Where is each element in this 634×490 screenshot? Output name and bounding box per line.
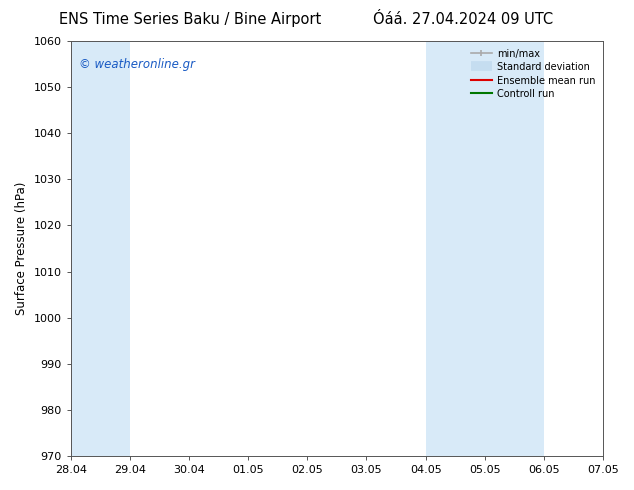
Legend: min/max, Standard deviation, Ensemble mean run, Controll run: min/max, Standard deviation, Ensemble me… <box>468 46 598 102</box>
Bar <box>485 41 544 456</box>
Bar <box>425 41 485 456</box>
Text: © weatheronline.gr: © weatheronline.gr <box>79 58 195 71</box>
Bar <box>71 41 130 456</box>
Text: Óáá. 27.04.2024 09 UTC: Óáá. 27.04.2024 09 UTC <box>373 12 553 27</box>
Y-axis label: Surface Pressure (hPa): Surface Pressure (hPa) <box>15 182 28 315</box>
Text: ENS Time Series Baku / Bine Airport: ENS Time Series Baku / Bine Airport <box>59 12 321 27</box>
Bar <box>603 41 634 456</box>
